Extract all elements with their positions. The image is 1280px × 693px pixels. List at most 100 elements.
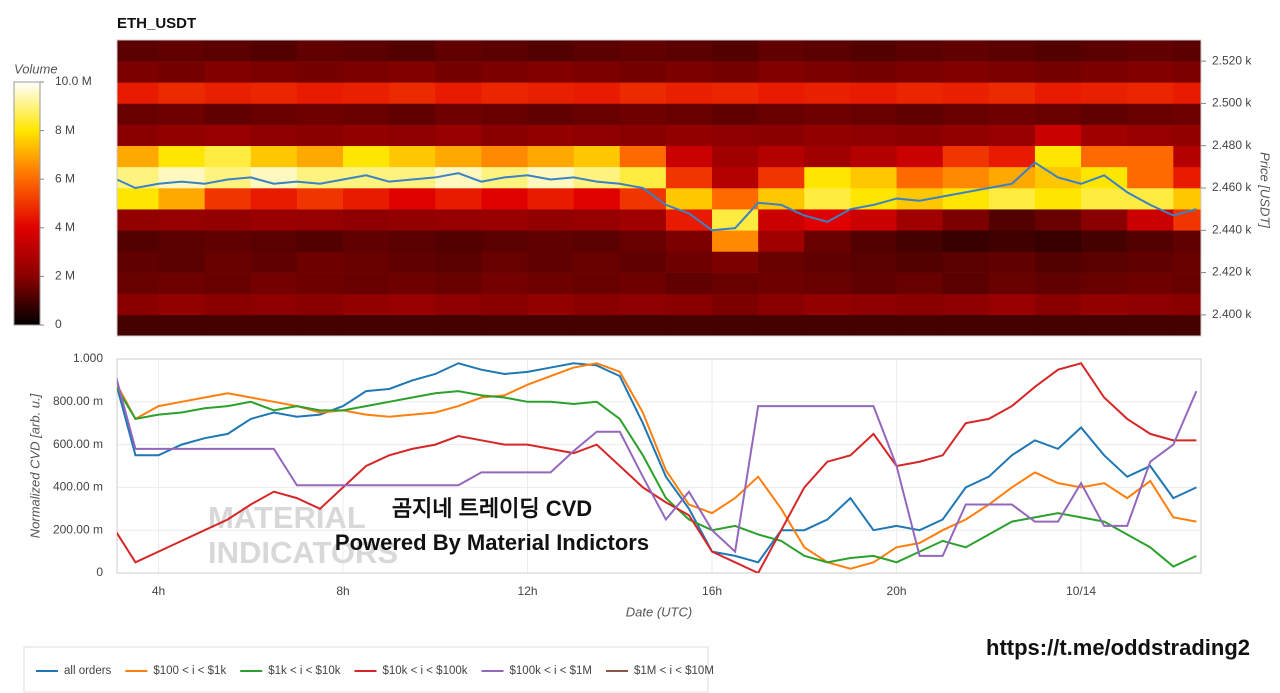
heat-cell <box>435 230 482 252</box>
heat-cell <box>758 272 805 295</box>
heat-cell <box>481 314 529 336</box>
heat-cell <box>1081 188 1128 210</box>
heat-cell <box>158 166 206 189</box>
heat-cell <box>296 293 344 316</box>
heat-cell <box>758 230 805 252</box>
heat-cell <box>389 145 436 168</box>
cvd-lines <box>117 362 1198 573</box>
heat-cell <box>1081 251 1128 273</box>
heat-cell <box>389 103 436 125</box>
heat-cell <box>804 145 851 168</box>
heat-cell <box>573 314 621 336</box>
heat-cell <box>158 103 206 125</box>
heat-cell <box>343 40 390 62</box>
heat-cell <box>158 272 206 295</box>
heat-cell <box>158 40 206 62</box>
heat-cell <box>527 314 575 336</box>
heat-cell <box>1081 103 1128 125</box>
heat-cell <box>296 209 344 231</box>
legend-label: $10k < i < $100k <box>382 665 467 677</box>
heat-cell <box>250 209 298 231</box>
heat-cell <box>665 40 713 62</box>
heat-cell <box>117 145 160 168</box>
heat-cell <box>804 103 851 125</box>
heat-cell <box>117 103 160 125</box>
heat-cell <box>1173 188 1201 210</box>
heat-cell <box>527 40 575 62</box>
heat-cell <box>435 209 482 231</box>
heat-cell <box>527 61 575 83</box>
heat-cell <box>665 209 713 231</box>
heat-cell <box>942 61 990 83</box>
heat-cell <box>527 145 575 168</box>
x-tick-label: 4h <box>152 584 165 598</box>
heat-cell <box>435 145 482 168</box>
heat-cell <box>850 188 898 210</box>
heat-cell <box>117 209 160 231</box>
heat-cell <box>117 188 160 210</box>
heat-cell <box>1127 103 1174 125</box>
y-tick-label: 200.00 m <box>53 522 103 536</box>
cvd-line <box>117 362 1197 570</box>
heat-cell <box>389 124 436 147</box>
heat-cell <box>758 293 805 316</box>
heat-cell <box>343 166 390 189</box>
heat-cell <box>389 188 436 210</box>
heat-cell <box>1173 166 1201 189</box>
heat-cell <box>619 82 667 104</box>
heat-cell <box>1127 124 1174 147</box>
heat-cell <box>296 61 344 83</box>
heat-cell <box>117 314 160 336</box>
heat-cell <box>250 251 298 273</box>
heat-cell <box>389 40 436 62</box>
heat-cell <box>204 272 252 295</box>
y-tick-label: 0 <box>96 565 103 579</box>
x-tick-label: 10/14 <box>1066 584 1096 598</box>
heat-cell <box>896 145 944 168</box>
heat-cell <box>250 103 298 125</box>
heat-cell <box>389 293 436 316</box>
heat-cell <box>1034 251 1082 273</box>
heat-cell <box>1127 145 1174 168</box>
cvd-line <box>117 386 1197 568</box>
y-tick-label: 600.00 m <box>53 437 103 451</box>
heat-cell <box>435 166 482 189</box>
heat-cell <box>850 40 898 62</box>
heat-cell <box>573 230 621 252</box>
heat-cell <box>665 82 713 104</box>
heat-cell <box>896 82 944 104</box>
heat-cell <box>758 40 805 62</box>
x-tick-label: 12h <box>518 584 538 598</box>
heat-cell <box>1034 209 1082 231</box>
heat-cell <box>435 103 482 125</box>
colorbar <box>13 81 41 326</box>
heat-cell <box>117 61 160 83</box>
heat-cell <box>758 124 805 147</box>
heat-cell <box>204 103 252 125</box>
heat-cell <box>942 209 990 231</box>
heat-cell <box>204 61 252 83</box>
heat-cell <box>619 40 667 62</box>
heat-cell <box>758 209 805 231</box>
heat-cell <box>481 61 529 83</box>
heat-cell <box>988 124 1036 147</box>
heat-cell <box>296 103 344 125</box>
heat-cell <box>1173 293 1201 316</box>
cvd-line <box>117 362 1197 573</box>
heat-cell <box>804 272 851 295</box>
heat-cell <box>117 40 160 62</box>
heat-cell <box>250 40 298 62</box>
heat-cell <box>481 251 529 273</box>
x-tick-label: 16h <box>702 584 722 598</box>
heat-cell <box>1173 103 1201 125</box>
colorbar-tick-label: 6 M <box>55 171 75 185</box>
heat-cell <box>988 61 1036 83</box>
heat-cell <box>1081 209 1128 231</box>
heat-cell <box>619 314 667 336</box>
heat-cell <box>850 251 898 273</box>
heat-cell <box>296 272 344 295</box>
heat-cell <box>804 61 851 83</box>
heat-cell <box>896 251 944 273</box>
heat-cell <box>158 314 206 336</box>
